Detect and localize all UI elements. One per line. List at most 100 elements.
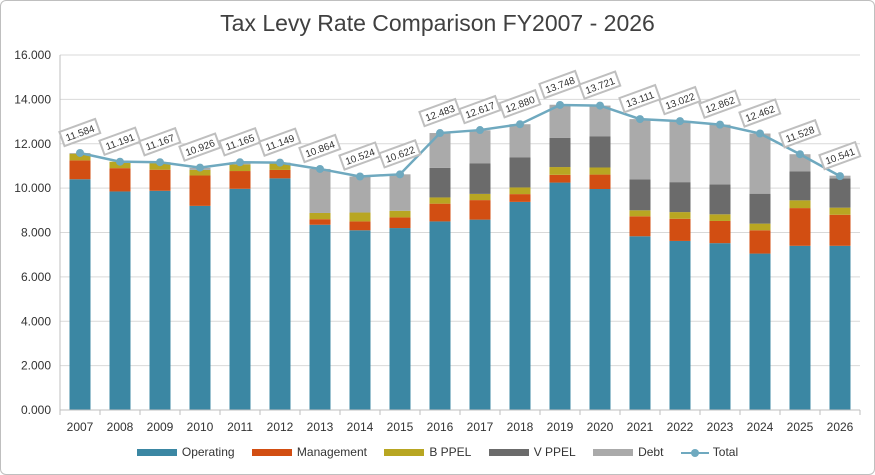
- total-point: [756, 129, 764, 137]
- bar-debt: [630, 119, 651, 179]
- total-point: [836, 172, 844, 180]
- total-point: [76, 149, 84, 157]
- y-tick-label: 8.000: [21, 226, 51, 240]
- bar-operating: [230, 189, 251, 410]
- y-tick-label: 16.000: [14, 48, 51, 62]
- bar-b-ppel: [350, 213, 371, 222]
- total-point: [636, 115, 644, 123]
- x-tick-label: 2023: [707, 420, 734, 434]
- total-data-label: 11.528: [779, 120, 820, 147]
- bar-b-ppel: [830, 208, 851, 215]
- bar-management: [350, 221, 371, 230]
- total-data-label: 11.149: [259, 129, 300, 156]
- bar-debt: [510, 124, 531, 157]
- bar-operating: [590, 189, 611, 410]
- bar-b-ppel: [310, 213, 331, 219]
- y-tick-label: 6.000: [21, 270, 51, 284]
- bar-management: [230, 171, 251, 189]
- legend-marker-total: [681, 448, 709, 458]
- x-tick-label: 2018: [507, 420, 534, 434]
- bar-management: [670, 219, 691, 241]
- bar-operating: [670, 241, 691, 410]
- legend-label-operating: Operating: [182, 445, 235, 459]
- x-tick-label: 2014: [347, 420, 374, 434]
- bar-management: [150, 170, 171, 191]
- total-data-label: 10.864: [299, 135, 340, 162]
- total-point: [236, 158, 244, 166]
- bar-management: [830, 215, 851, 246]
- total-data-label: 13.111: [619, 85, 660, 112]
- total-point: [356, 172, 364, 180]
- total-data-label: 11.191: [99, 128, 140, 155]
- x-tick-label: 2017: [467, 420, 494, 434]
- bar-operating: [710, 243, 731, 410]
- legend-swatch-management: [252, 449, 292, 456]
- total-data-label: 11.165: [219, 128, 260, 155]
- bar-b-ppel: [550, 167, 571, 175]
- y-tick-label: 4.000: [21, 314, 51, 328]
- legend-label-v-ppel: V PPEL: [534, 445, 576, 459]
- bar-b-ppel: [430, 197, 451, 203]
- bar-operating: [310, 225, 331, 410]
- total-data-label: 12.483: [419, 99, 460, 126]
- total-point: [596, 102, 604, 110]
- y-tick-label: 0.000: [21, 403, 51, 417]
- legend-label-management: Management: [297, 445, 367, 459]
- total-point: [276, 159, 284, 167]
- bar-operating: [70, 179, 91, 410]
- data-labels: 11.584 11.191 11.167 10.926 11.165 11.149 10.8…: [59, 71, 860, 170]
- bar-operating: [190, 206, 211, 410]
- bar-management: [430, 204, 451, 222]
- bar-operating: [750, 254, 771, 410]
- bar-management: [590, 175, 611, 189]
- bar-operating: [110, 191, 131, 410]
- x-tick-label: 2009: [147, 420, 174, 434]
- bar-debt: [670, 121, 691, 182]
- bar-debt: [710, 125, 731, 185]
- total-data-label: 12.617: [459, 96, 500, 123]
- bar-v-ppel: [630, 179, 651, 210]
- x-tick-label: 2013: [307, 420, 334, 434]
- total-data-label: 13.721: [579, 72, 620, 99]
- bar-operating: [830, 246, 851, 410]
- bar-management: [630, 216, 651, 236]
- bar-v-ppel: [510, 158, 531, 188]
- y-tick-label: 14.000: [14, 92, 51, 106]
- total-point: [316, 165, 324, 173]
- bar-debt: [390, 174, 411, 210]
- x-tick-label: 2007: [67, 420, 94, 434]
- bar-management: [790, 208, 811, 246]
- x-tick-label: 2015: [387, 420, 414, 434]
- total-point: [676, 117, 684, 125]
- x-tick-label: 2021: [627, 420, 654, 434]
- bar-operating: [550, 183, 571, 410]
- bar-debt: [310, 169, 331, 213]
- x-tick-label: 2012: [267, 420, 294, 434]
- bar-management: [470, 200, 491, 220]
- bar-management: [510, 194, 531, 202]
- legend-item-management: Management: [252, 445, 367, 459]
- total-point: [476, 126, 484, 134]
- legend-swatch-b-ppel: [384, 449, 424, 456]
- bar-b-ppel: [750, 224, 771, 231]
- legend-label-debt: Debt: [638, 445, 663, 459]
- total-data-label: 10.541: [819, 142, 860, 169]
- total-data-label: 13.022: [659, 87, 700, 114]
- y-tick-label: 12.000: [14, 137, 51, 151]
- bar-management: [70, 160, 91, 179]
- x-tick-label: 2022: [667, 420, 694, 434]
- x-tick-label: 2025: [787, 420, 814, 434]
- y-tick-label: 2.000: [21, 359, 51, 373]
- legend: Operating Management B PPEL V PPEL Debt …: [0, 444, 875, 459]
- bar-operating: [350, 230, 371, 410]
- x-tick-label: 2026: [827, 420, 854, 434]
- bar-debt: [350, 176, 371, 212]
- total-point: [156, 158, 164, 166]
- bar-debt: [590, 106, 611, 137]
- bar-management: [710, 221, 731, 243]
- x-tick-label: 2024: [747, 420, 774, 434]
- bar-operating: [510, 202, 531, 410]
- bar-debt: [430, 133, 451, 168]
- bar-operating: [150, 191, 171, 410]
- bar-v-ppel: [710, 184, 731, 214]
